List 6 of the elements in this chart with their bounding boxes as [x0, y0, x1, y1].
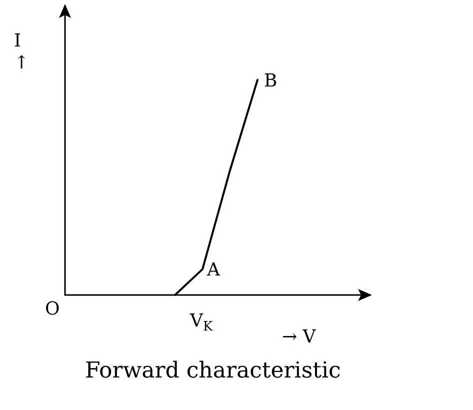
x-axis-title: → V [282, 326, 317, 348]
text: Forward characteristic [85, 358, 341, 384]
y-axis-title: I ↑ [14, 30, 30, 74]
annotation: A [206, 260, 221, 280]
annotation: B [264, 70, 278, 92]
text: O [45, 298, 60, 320]
